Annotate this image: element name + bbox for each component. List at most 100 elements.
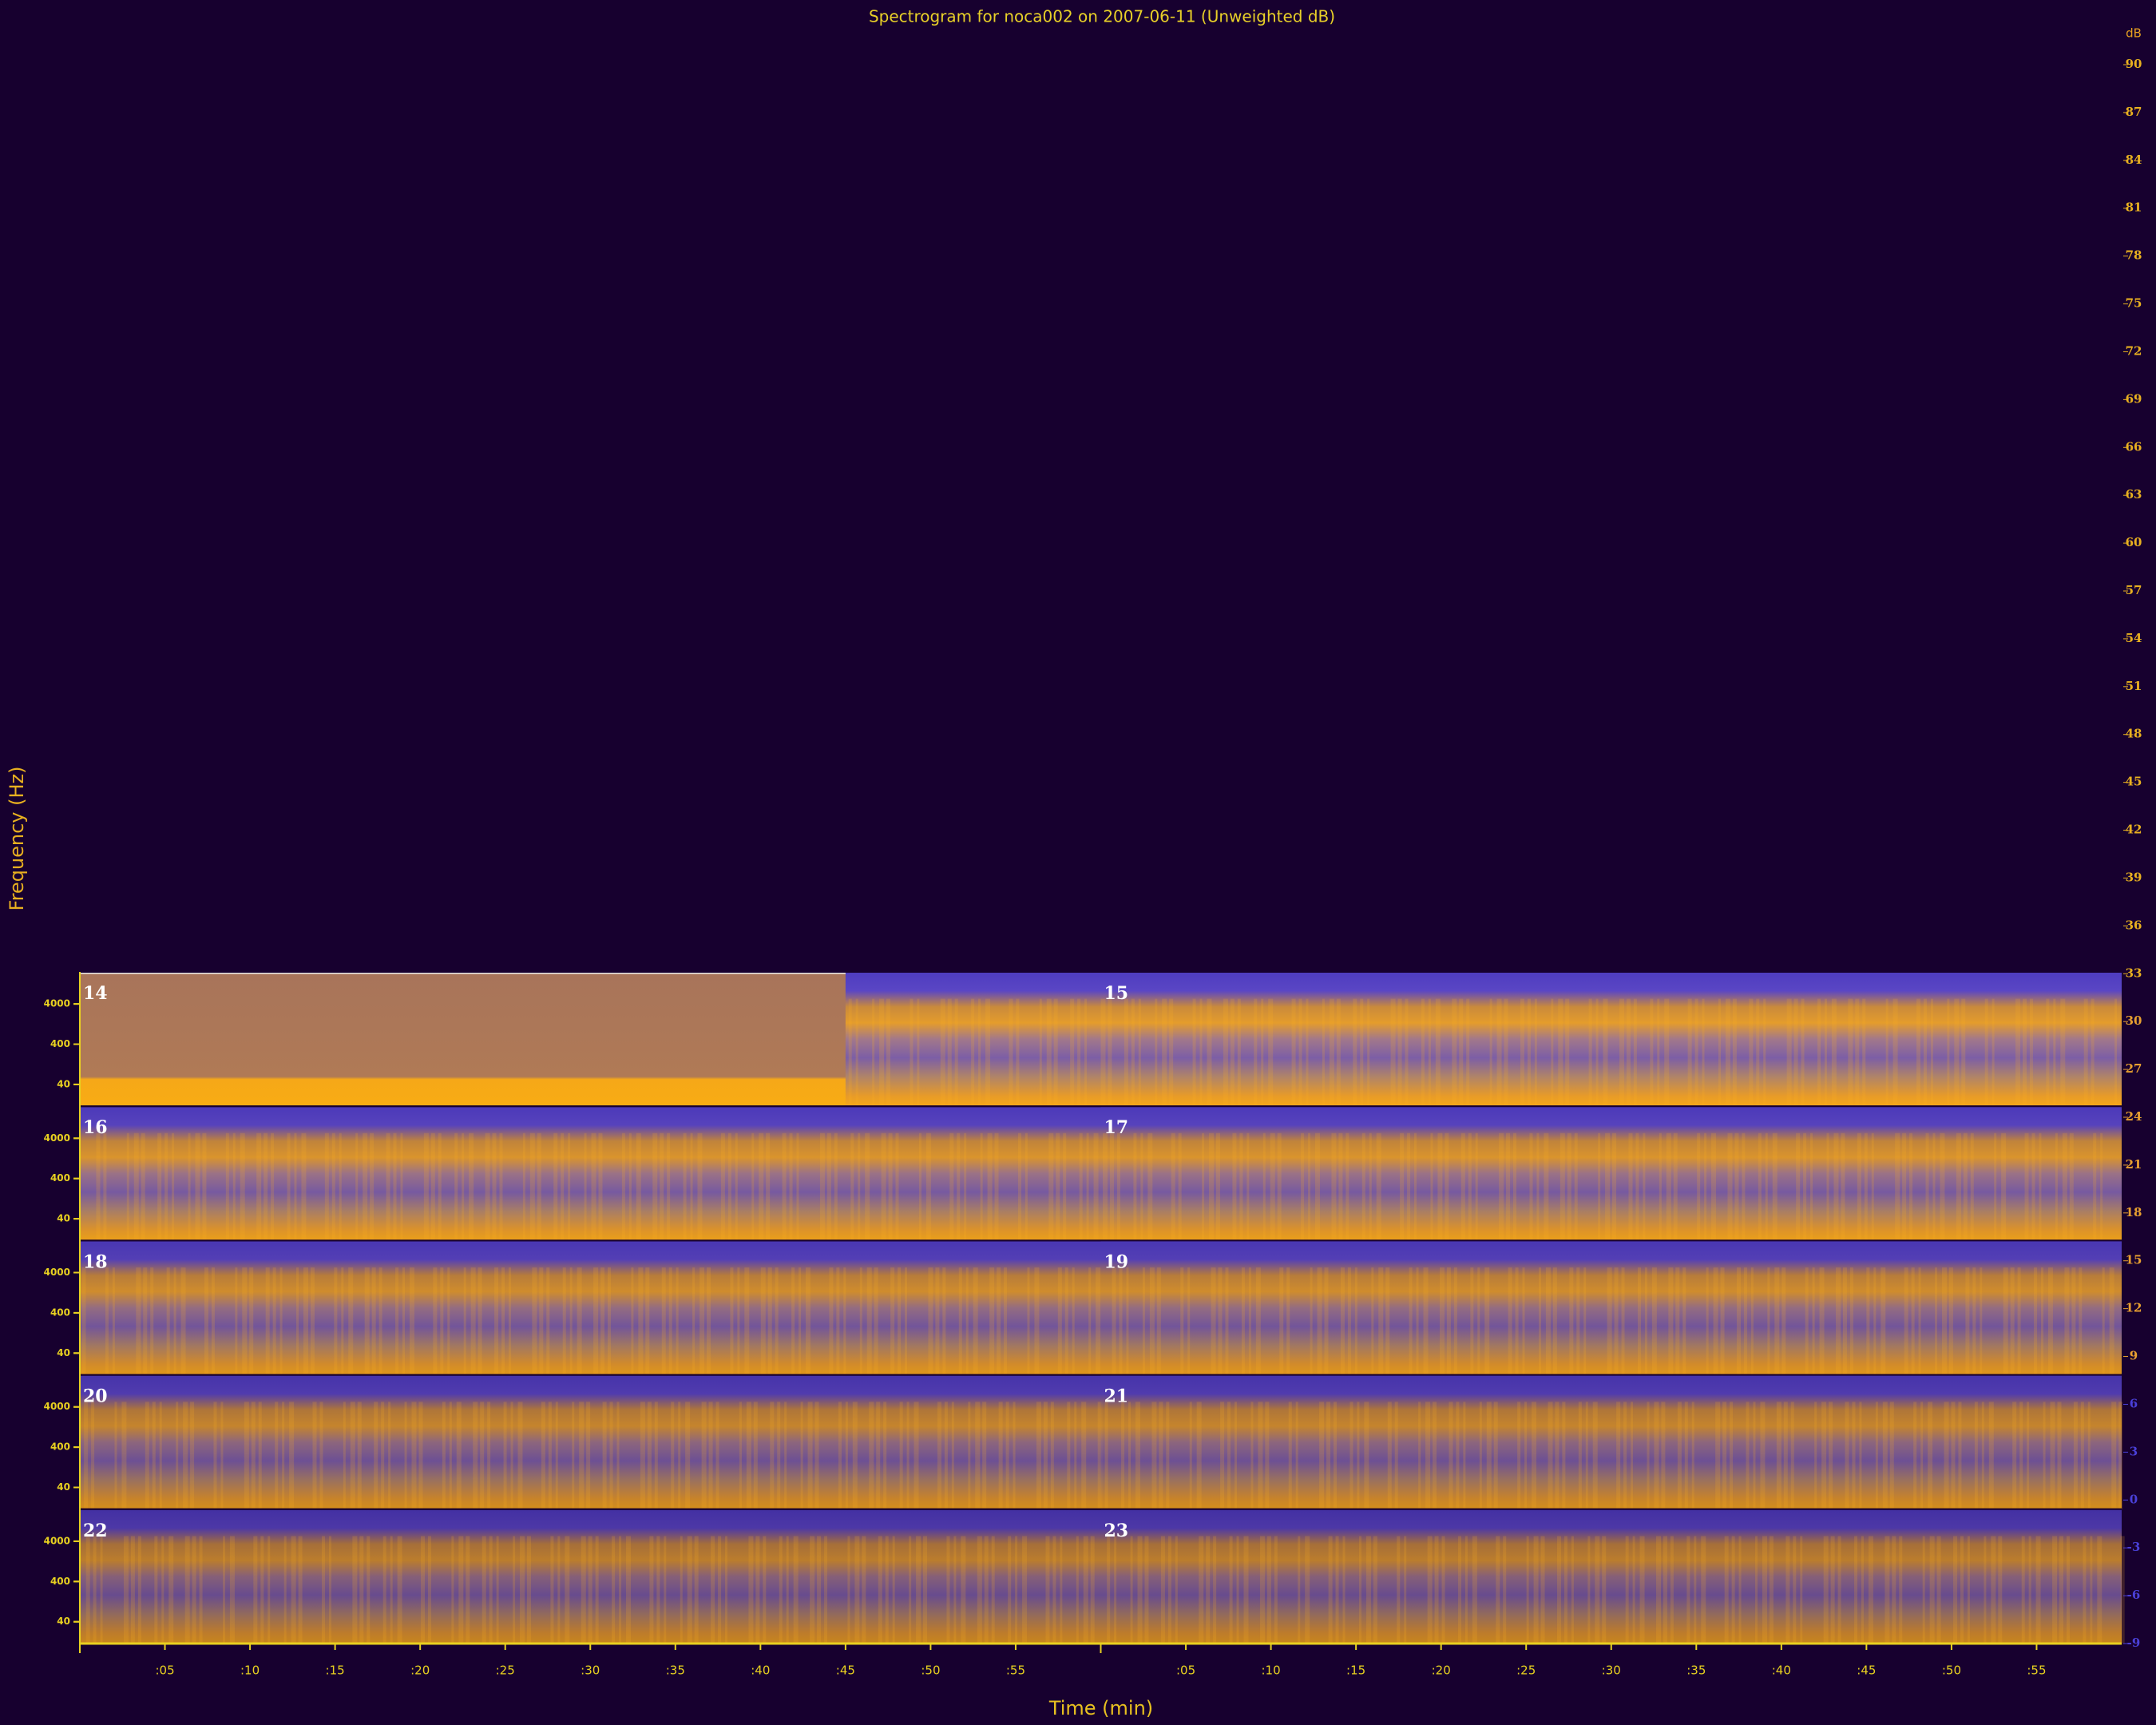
texture xyxy=(1670,1536,1674,1644)
texture xyxy=(1077,998,1081,1107)
y-tick-label: 4000 xyxy=(44,998,70,1009)
texture xyxy=(1207,998,1212,1107)
texture xyxy=(352,1536,358,1644)
texture xyxy=(1697,1132,1701,1241)
colorbar-tick-label: 84 xyxy=(2126,153,2142,167)
texture xyxy=(720,1132,725,1241)
texture xyxy=(2046,998,2050,1107)
texture xyxy=(676,1267,679,1375)
texture xyxy=(451,1536,454,1644)
texture xyxy=(1155,998,1158,1107)
spectrogram-panel xyxy=(1100,1374,2122,1509)
texture xyxy=(1394,1402,1398,1509)
texture xyxy=(2052,1536,2058,1644)
texture xyxy=(980,1132,983,1241)
texture xyxy=(1288,1402,1292,1509)
texture xyxy=(890,1267,895,1375)
texture xyxy=(1259,1536,1265,1644)
texture xyxy=(1668,1267,1674,1375)
texture xyxy=(946,1536,950,1644)
spectrogram-panel xyxy=(80,1374,1101,1509)
texture xyxy=(1762,1536,1767,1644)
texture xyxy=(1199,998,1203,1107)
texture xyxy=(2102,1267,2105,1375)
texture xyxy=(953,1536,957,1644)
texture xyxy=(199,1536,203,1644)
texture xyxy=(1277,1132,1282,1241)
texture xyxy=(2001,1132,2007,1241)
texture xyxy=(433,1267,438,1375)
texture xyxy=(1800,1536,1803,1644)
texture xyxy=(1654,1402,1659,1509)
texture xyxy=(1732,998,1737,1107)
texture xyxy=(1279,1267,1284,1375)
texture xyxy=(1053,998,1058,1107)
texture xyxy=(1628,1132,1633,1241)
texture xyxy=(899,1402,903,1509)
texture xyxy=(1103,1132,1108,1241)
texture xyxy=(1397,1536,1401,1644)
texture xyxy=(1016,998,1020,1107)
texture xyxy=(1625,1536,1629,1644)
colorbar-tick-label: 60 xyxy=(2126,535,2142,549)
texture xyxy=(1765,1132,1768,1241)
texture xyxy=(264,1132,268,1241)
texture xyxy=(843,1267,846,1375)
texture xyxy=(1637,1267,1641,1375)
panel-hour-label: 23 xyxy=(1104,1521,1129,1541)
texture xyxy=(1449,1402,1453,1509)
texture xyxy=(1456,1402,1460,1509)
texture xyxy=(1633,998,1637,1107)
texture xyxy=(944,1402,948,1509)
texture xyxy=(1499,1132,1504,1241)
texture xyxy=(1441,1536,1445,1644)
texture xyxy=(975,1402,981,1509)
texture xyxy=(81,1267,86,1375)
texture xyxy=(1479,1402,1482,1509)
texture xyxy=(1892,998,1898,1107)
texture xyxy=(935,1267,940,1375)
colorbar-tick-label: 81 xyxy=(2126,200,2142,215)
texture xyxy=(100,1536,103,1644)
texture xyxy=(1524,1402,1528,1509)
texture xyxy=(1605,1132,1611,1241)
texture xyxy=(1944,1402,1949,1509)
texture xyxy=(1349,1402,1353,1509)
texture xyxy=(791,1267,795,1375)
texture xyxy=(423,1132,429,1241)
texture xyxy=(188,1132,191,1241)
spectrogram-panel xyxy=(1100,1509,2122,1644)
texture xyxy=(1425,1402,1431,1509)
x-tick-label: :25 xyxy=(496,1664,515,1678)
y-tick-label: 400 xyxy=(50,1307,70,1318)
texture xyxy=(242,1267,248,1375)
texture xyxy=(1598,1132,1601,1241)
x-axis-label: Time (min) xyxy=(1048,1697,1153,1719)
texture xyxy=(683,1132,687,1241)
texture xyxy=(1261,998,1264,1107)
texture xyxy=(1460,1132,1465,1241)
texture xyxy=(1130,1536,1133,1644)
colorbar-tick-label: 0 xyxy=(2130,1492,2138,1506)
texture xyxy=(782,1132,787,1241)
texture xyxy=(1489,998,1492,1107)
texture xyxy=(1922,1536,1925,1644)
texture xyxy=(2031,1132,2035,1241)
x-tick-label: :30 xyxy=(1602,1664,1621,1678)
texture xyxy=(1663,1536,1667,1644)
texture xyxy=(1796,1132,1801,1241)
texture xyxy=(923,1536,928,1644)
texture xyxy=(133,1132,139,1241)
texture xyxy=(1397,998,1402,1107)
texture xyxy=(1215,1132,1220,1241)
texture xyxy=(1576,1267,1580,1375)
texture xyxy=(1151,1402,1157,1509)
texture xyxy=(2062,1132,2067,1241)
texture xyxy=(2053,998,2056,1107)
texture xyxy=(550,1536,554,1644)
texture xyxy=(1223,998,1228,1107)
texture xyxy=(1961,998,1966,1107)
texture xyxy=(232,1132,236,1241)
texture xyxy=(1940,1132,1945,1241)
texture xyxy=(753,1402,758,1509)
